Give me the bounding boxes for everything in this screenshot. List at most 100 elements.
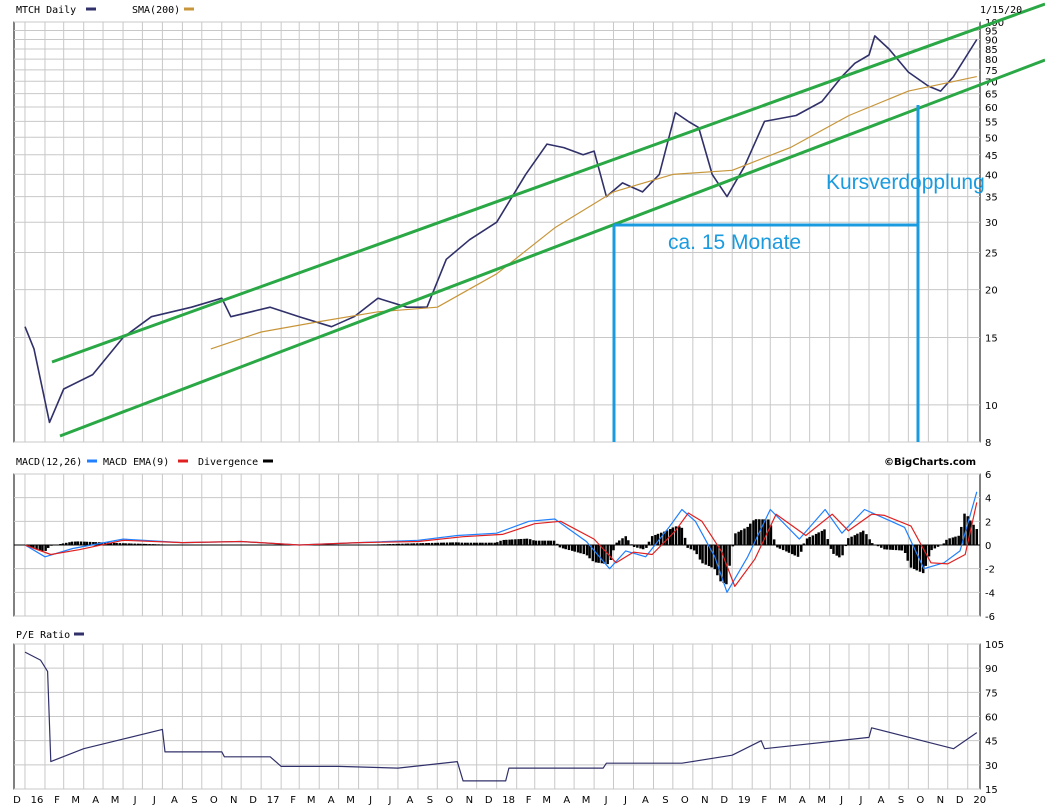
x-tick-label-10: O — [210, 795, 218, 806]
x-tick-label-9: S — [191, 795, 197, 806]
x-tick-label-17: M — [346, 795, 355, 806]
series-line-0-1 — [210, 76, 977, 350]
x-tick-label-13: 17 — [267, 795, 280, 806]
channel-lower-line — [59, 58, 1045, 438]
y-tick-label-0-14: 30 — [985, 218, 998, 229]
macd-legend: MACD(12,26) MACD EMA(9) Divergence ©BigC… — [16, 457, 976, 468]
y-ticks: 1009590858075706560555045403530252015108… — [985, 18, 1004, 796]
x-tick-label-4: A — [92, 795, 99, 806]
y-tick-label-0-10: 50 — [985, 133, 998, 144]
x-tick-label-44: A — [878, 795, 885, 806]
x-tick-label-7: J — [152, 795, 156, 806]
x-tick-label-15: M — [307, 795, 316, 806]
x-tick-label-12: D — [249, 795, 257, 806]
y-tick-label-2-6: 15 — [985, 785, 998, 796]
x-tick-label-36: D — [720, 795, 728, 806]
y-tick-label-0-9: 55 — [985, 117, 998, 128]
series-line-1-1 — [24, 502, 978, 588]
legend-mtch-daily: MTCH Daily — [16, 5, 76, 16]
y-tick-label-1-4: -2 — [985, 565, 995, 576]
x-tick-label-34: O — [681, 795, 689, 806]
x-tick-label-1: 16 — [31, 795, 44, 806]
y-tick-label-0-15: 25 — [985, 249, 998, 260]
y-tick-label-1-3: 0 — [985, 541, 991, 552]
y-tick-label-0-4: 80 — [985, 55, 998, 66]
x-tick-label-43: J — [859, 795, 863, 806]
x-ticks: D 16 F M A M J J A S O N D 17 F M A M J J A S O N D 18 F M A M J J A S O N D… — [13, 795, 986, 806]
x-tick-label-42: J — [839, 795, 843, 806]
y-tick-label-1-1: 4 — [985, 494, 991, 505]
x-tick-label-32: A — [642, 795, 649, 806]
channel-upper-line — [51, 2, 1045, 364]
y-tick-label-0-13: 35 — [985, 193, 998, 204]
x-tick-label-45: S — [898, 795, 904, 806]
price-legend: MTCH Daily SMA(200) 1/15/20 — [16, 5, 1022, 16]
x-tick-label-0: D — [13, 795, 21, 806]
x-tick-label-25: 18 — [502, 795, 515, 806]
x-tick-label-19: J — [387, 795, 391, 806]
x-tick-label-11: N — [230, 795, 237, 806]
grid — [14, 21, 980, 790]
x-tick-label-5: M — [111, 795, 120, 806]
x-tick-label-8: A — [171, 795, 178, 806]
y-tick-label-0-12: 40 — [985, 170, 998, 181]
y-tick-label-0-7: 65 — [985, 90, 998, 101]
x-tick-label-26: F — [526, 795, 532, 806]
y-tick-label-0-18: 10 — [985, 401, 998, 412]
measurement-bracket — [612, 105, 920, 442]
x-tick-label-21: S — [427, 795, 433, 806]
y-tick-label-2-2: 75 — [985, 688, 998, 699]
x-tick-label-23: N — [466, 795, 473, 806]
x-tick-label-18: J — [368, 795, 372, 806]
y-tick-label-1-6: -6 — [985, 612, 995, 623]
y-tick-label-2-5: 30 — [985, 761, 998, 772]
legend-macd-ema: MACD EMA(9) — [103, 457, 169, 468]
x-tick-label-35: N — [701, 795, 708, 806]
x-tick-label-22: O — [445, 795, 453, 806]
x-tick-label-37: 19 — [738, 795, 751, 806]
annotation-duration: ca. 15 Monate — [668, 231, 801, 254]
y-tick-label-0-19: 8 — [985, 438, 991, 449]
x-tick-label-31: J — [623, 795, 627, 806]
legend-sma200: SMA(200) — [132, 5, 180, 16]
legend-pe-ratio: P/E Ratio — [16, 630, 70, 641]
legend-divergence: Divergence — [198, 457, 258, 468]
x-tick-label-2: F — [54, 795, 60, 806]
y-tick-label-2-3: 60 — [985, 713, 998, 724]
x-tick-label-48: D — [956, 795, 964, 806]
x-tick-label-38: F — [761, 795, 767, 806]
x-tick-label-6: J — [133, 795, 137, 806]
y-tick-label-0-16: 20 — [985, 286, 998, 297]
x-tick-label-28: A — [563, 795, 570, 806]
y-tick-label-0-1: 95 — [985, 27, 998, 38]
x-tick-label-46: O — [916, 795, 924, 806]
x-tick-label-30: J — [604, 795, 608, 806]
x-tick-label-27: M — [542, 795, 551, 806]
y-tick-label-1-5: -4 — [985, 588, 995, 599]
x-tick-label-49: 20 — [973, 795, 986, 806]
y-tick-label-1-2: 2 — [985, 517, 991, 528]
x-tick-label-41: M — [817, 795, 826, 806]
x-tick-label-47: N — [937, 795, 944, 806]
trend-channel — [51, 2, 1045, 438]
x-tick-label-3: M — [71, 795, 80, 806]
y-tick-label-0-8: 60 — [985, 103, 998, 114]
x-tick-label-16: A — [328, 795, 335, 806]
pe-legend: P/E Ratio — [16, 630, 84, 641]
y-tick-label-0-6: 70 — [985, 77, 998, 88]
x-tick-label-33: S — [662, 795, 668, 806]
x-tick-label-39: M — [778, 795, 787, 806]
x-tick-label-14: F — [290, 795, 296, 806]
date-label: 1/15/20 — [980, 5, 1022, 16]
series-line-2-0 — [24, 651, 978, 782]
y-tick-label-0-2: 90 — [985, 36, 998, 47]
y-tick-label-2-4: 45 — [985, 737, 998, 748]
y-tick-label-1-0: 6 — [985, 470, 991, 481]
y-tick-label-2-1: 90 — [985, 664, 998, 675]
legend-macd: MACD(12,26) — [16, 457, 82, 468]
y-tick-label-0-17: 15 — [985, 333, 998, 344]
series-lines — [24, 35, 978, 782]
x-tick-label-29: M — [582, 795, 591, 806]
y-tick-label-0-11: 45 — [985, 151, 998, 162]
